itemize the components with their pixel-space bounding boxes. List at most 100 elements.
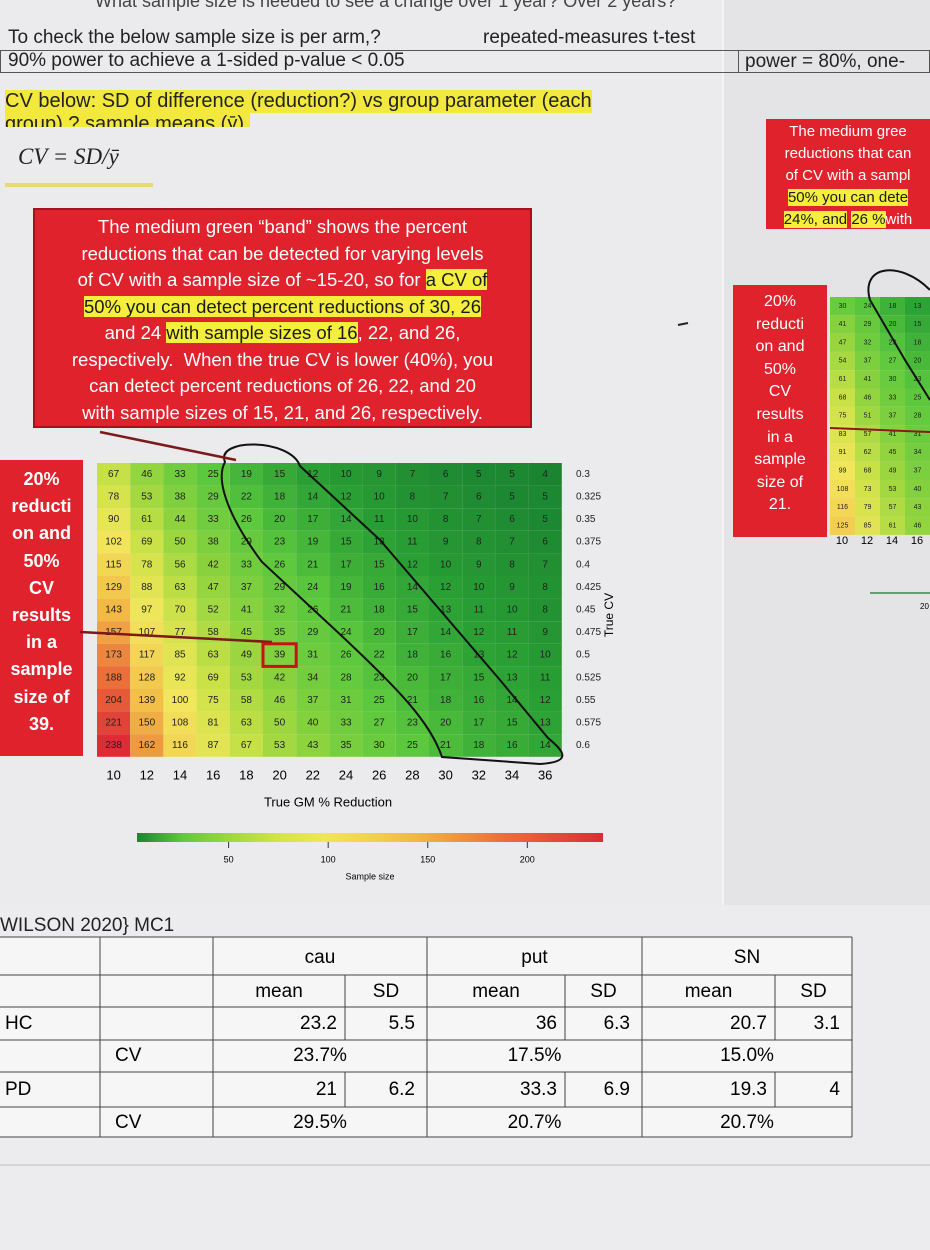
cell-label: 139 — [138, 695, 155, 706]
pointer-line — [79, 630, 273, 644]
hand-outline — [220, 443, 564, 766]
cell-label: 117 — [139, 650, 155, 661]
mini-label: 41 — [864, 376, 872, 383]
dash-mark — [677, 322, 689, 326]
side-note: 20 — [920, 602, 929, 611]
heat-cell — [395, 621, 429, 644]
heat-cell — [296, 734, 330, 757]
cell-label: 221 — [105, 718, 122, 729]
cell-value: 4 — [829, 1079, 840, 1100]
group-header: put — [521, 947, 548, 968]
heat-cell — [362, 576, 396, 599]
cell-label: 42 — [208, 559, 220, 570]
heat-cell — [495, 508, 529, 531]
cell-label: 238 — [105, 740, 122, 751]
mini-label: 79 — [864, 504, 872, 511]
callout: 20% reducti on and 50% CV results in a sample si… — [0, 460, 83, 756]
row-label: 0.35 — [576, 514, 596, 525]
heat-cell — [196, 576, 230, 599]
cell-label: 21 — [307, 559, 319, 570]
x-title: True GM % Reduction — [264, 794, 392, 809]
cell-label: 116 — [172, 740, 188, 751]
heat-cell — [196, 530, 230, 554]
row-label: 0.5 — [576, 650, 590, 661]
mini-label: 51 — [864, 413, 872, 420]
row-label: PD — [5, 1079, 31, 1100]
heat-cell — [97, 508, 131, 531]
heat-cell — [296, 666, 330, 689]
x-tick-label: 28 — [405, 767, 419, 782]
cell-label: 47 — [208, 582, 220, 593]
cell-label: 13 — [506, 672, 518, 683]
cell-label: 13 — [440, 605, 452, 616]
mini-cell — [855, 370, 880, 389]
cell-label: 17 — [307, 514, 319, 525]
cell-label: 97 — [141, 605, 153, 616]
heat-cell — [329, 621, 363, 644]
heat-cell — [495, 553, 529, 576]
cell-label: 10 — [506, 605, 518, 616]
heat-cell — [163, 666, 197, 689]
mini-cell — [855, 443, 880, 462]
heat-cell — [97, 711, 131, 735]
cell-label: 22 — [241, 492, 253, 503]
cell-label: 19 — [241, 469, 253, 480]
heat-cell — [163, 463, 197, 486]
underline-mark — [5, 183, 153, 187]
heat-cell — [462, 508, 496, 531]
callout-line: reductions that can — [766, 143, 930, 165]
heat-cell — [362, 485, 396, 509]
callout-line: 39. — [28, 713, 55, 734]
pointer-line — [99, 430, 237, 462]
heat-cell — [263, 689, 297, 712]
mini-cell — [855, 351, 880, 371]
cell-label: 27 — [374, 718, 386, 729]
cell-label: 75 — [208, 695, 220, 706]
sub-header: SD — [590, 981, 616, 1002]
cell-label: 150 — [138, 718, 155, 729]
cell-label: 26 — [241, 514, 253, 525]
heat-cell — [196, 553, 230, 576]
heat-cell — [97, 485, 131, 509]
heat-cell — [495, 576, 529, 599]
cell-label: 33 — [340, 718, 352, 729]
heat-cell — [429, 598, 463, 622]
heat-cell — [462, 598, 496, 622]
heat-cell — [395, 666, 429, 689]
cell-label: 8 — [509, 559, 515, 570]
sub-header: SD — [800, 981, 826, 1002]
cell-label: 6 — [476, 492, 482, 503]
cell-value: 3.1 — [814, 1013, 840, 1034]
cell-value: 19.3 — [730, 1079, 767, 1100]
heat-cell — [495, 598, 529, 622]
cell-label: 107 — [138, 627, 155, 638]
mini-label: 18 — [914, 339, 922, 346]
cell-label: 85 — [174, 650, 186, 661]
heat-cell — [528, 553, 562, 576]
heat-cell — [296, 689, 330, 712]
x-tick-label: 24 — [339, 767, 353, 782]
x-tick-label: 26 — [372, 767, 386, 782]
callout-line: 50% — [763, 360, 797, 378]
mini-label: 61 — [839, 376, 847, 383]
cv-formula: CV = SD/ȳ — [18, 144, 119, 169]
callout-text: and 24 — [104, 322, 167, 343]
cell-label: 29 — [208, 492, 220, 503]
heat-cell — [429, 530, 463, 554]
heat-cell — [429, 508, 463, 531]
cell-label: 14 — [540, 740, 552, 751]
heat-cell — [130, 530, 164, 554]
cell-label: 115 — [106, 559, 122, 570]
heat-cell — [130, 689, 164, 712]
heat-cell — [495, 463, 529, 486]
row-label: 0.475 — [576, 627, 601, 638]
cell-label: 17 — [440, 672, 452, 683]
x-tick-label: 16 — [206, 767, 220, 782]
mini-cell — [905, 443, 930, 462]
mini-label: 30 — [889, 376, 897, 383]
cell-label: 20 — [407, 672, 419, 683]
mini-label: 25 — [914, 394, 922, 401]
header-check: To check the below sample size is per ar… — [8, 27, 381, 48]
callout-line: 50% you can dete — [766, 187, 930, 209]
mini-cell — [855, 388, 880, 407]
